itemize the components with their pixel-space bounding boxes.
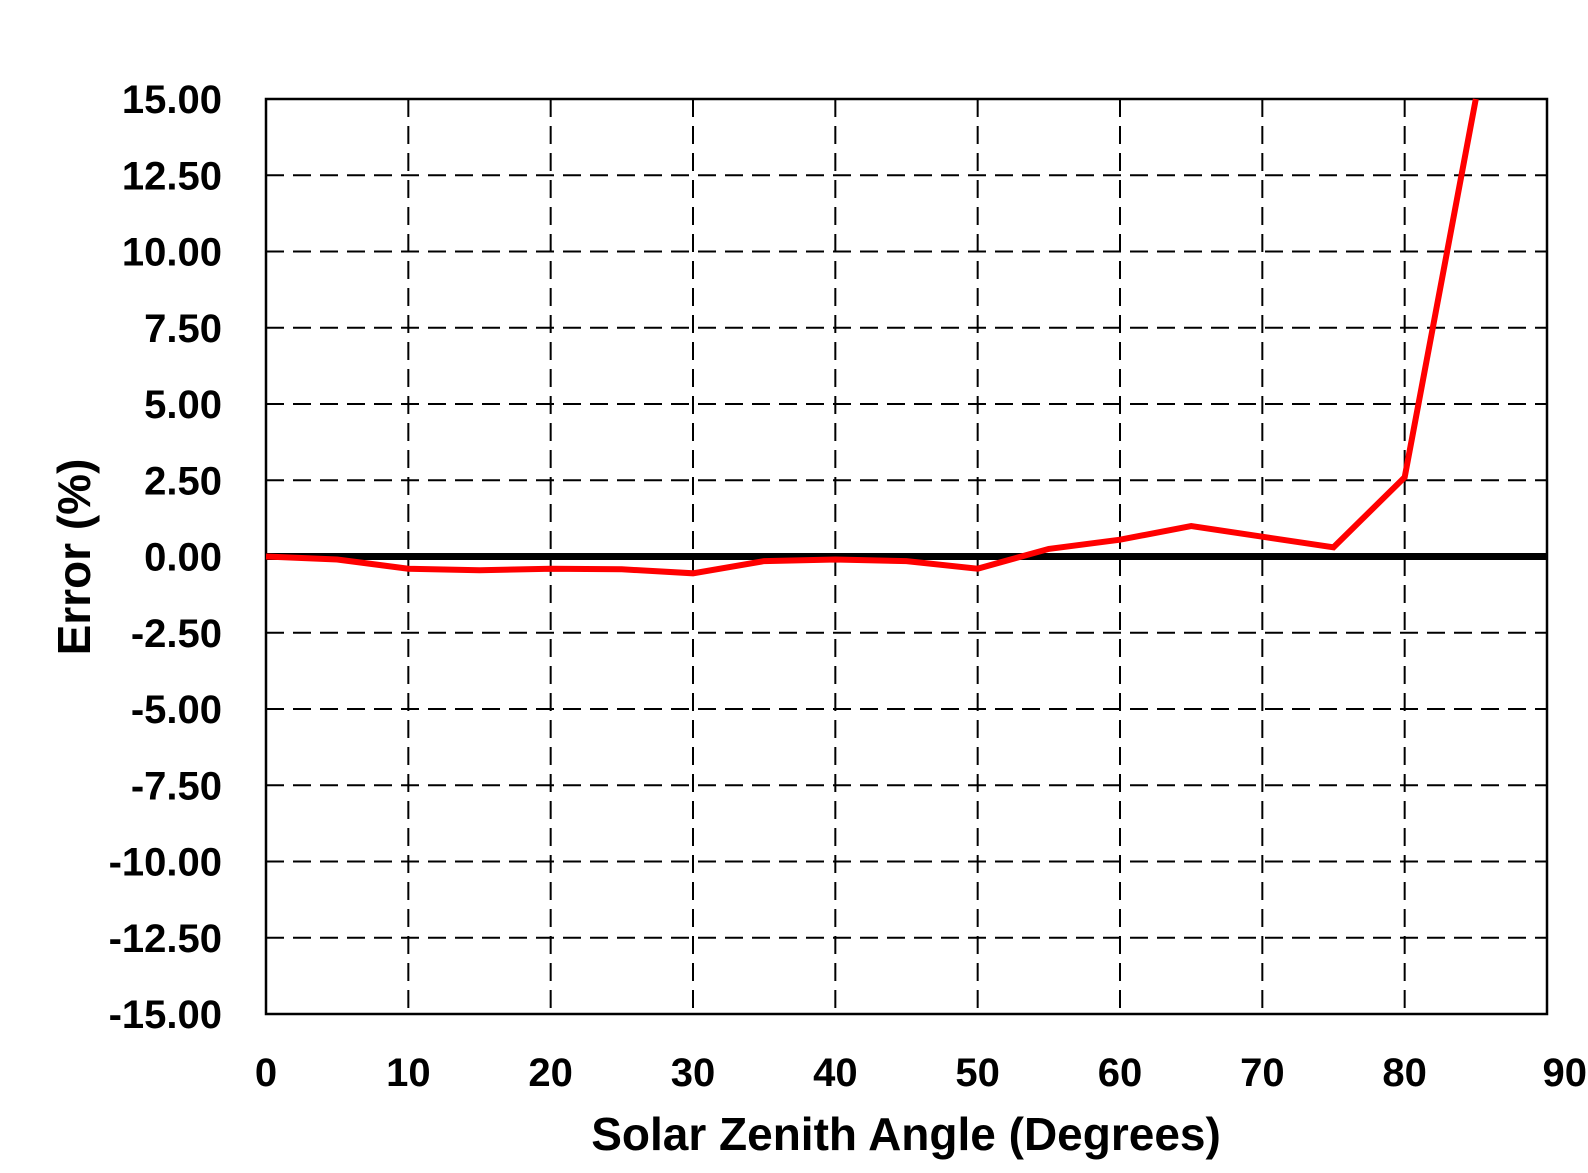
y-axis-label: Error (%) (48, 459, 100, 656)
y-tick-label: -15.00 (109, 993, 222, 1037)
series-group (265, 98, 1479, 577)
y-tick-label: 10.00 (122, 231, 222, 275)
y-tick-label: -7.50 (131, 764, 222, 808)
x-tick-label: 60 (1098, 1051, 1143, 1095)
y-tick-label: 5.00 (144, 383, 222, 427)
x-tick-labels: 0 10 20 30 40 50 60 70 80 90 (255, 1051, 1587, 1095)
y-tick-label: -12.50 (109, 917, 222, 961)
x-tick-label: 70 (1240, 1051, 1285, 1095)
y-tick-label: 15.00 (122, 78, 222, 122)
y-tick-label: -2.50 (131, 612, 222, 656)
x-tick-label: 10 (386, 1051, 431, 1095)
y-tick-label: 7.50 (144, 307, 222, 351)
x-tick-label: 90 (1543, 1051, 1588, 1095)
x-tick-label: 30 (671, 1051, 716, 1095)
y-tick-label: 2.50 (144, 459, 222, 503)
x-tick-label: 80 (1382, 1051, 1427, 1095)
x-tick-label: 50 (955, 1051, 1000, 1095)
x-tick-label: 20 (528, 1051, 573, 1095)
y-tick-label: -10.00 (109, 841, 222, 885)
y-tick-labels: 15.00 12.50 10.00 7.50 5.00 2.50 0.00 -2.50 -5.0… (109, 78, 222, 1037)
y-tick-label: 12.50 (122, 154, 222, 198)
series-line (265, 98, 1479, 577)
x-axis-label: Solar Zenith Angle (Degrees) (591, 1108, 1221, 1160)
y-tick-label: -5.00 (131, 688, 222, 732)
x-tick-label: 0 (255, 1051, 277, 1095)
y-tick-label: 0.00 (144, 536, 222, 580)
grid-lines (266, 99, 1547, 1014)
x-tick-label: 40 (813, 1051, 858, 1095)
